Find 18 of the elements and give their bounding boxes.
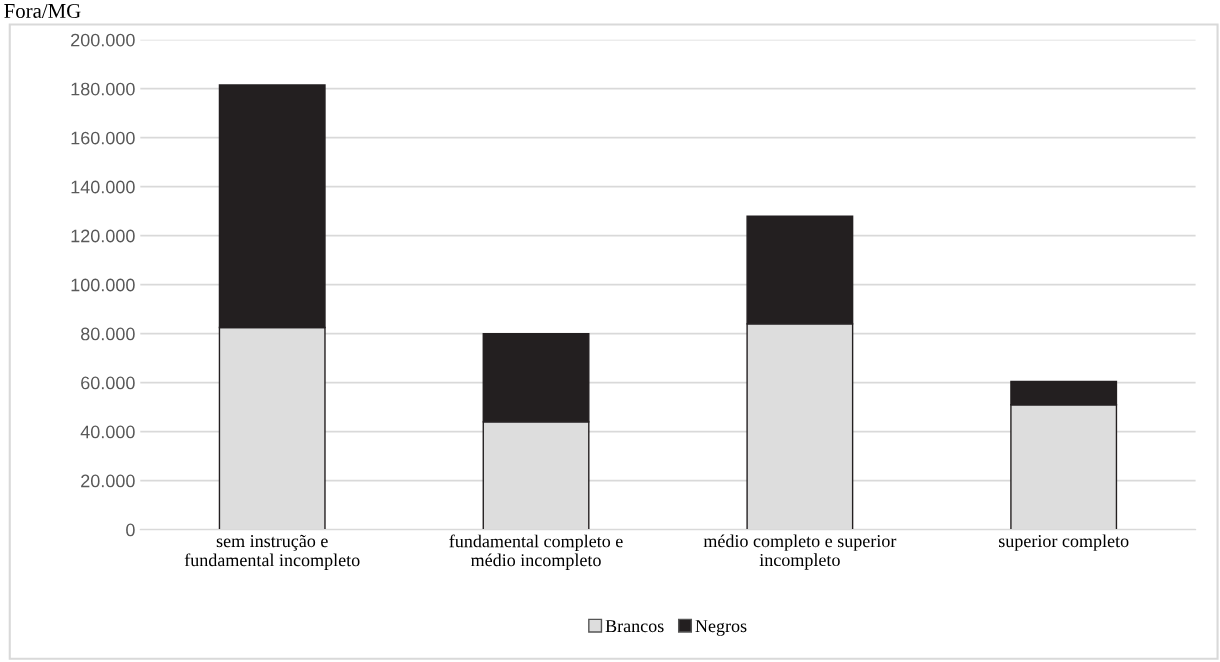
y-tick-label: 0 xyxy=(126,523,135,537)
y-tick-label: 20.000 xyxy=(81,474,135,488)
y-tick-label: 160.000 xyxy=(71,131,135,145)
x-tick-label: sem instrução e fundamental incompleto xyxy=(184,534,360,570)
y-tick-label: 40.000 xyxy=(80,425,135,439)
legend-label: Negros xyxy=(695,620,747,636)
y-tick-label: 180.000 xyxy=(71,82,135,96)
y-tick-label: 200.000 xyxy=(71,33,135,47)
y-tick-label: 100.000 xyxy=(71,278,135,292)
x-tick-label: fundamental completo e médio incompleto xyxy=(449,534,623,570)
x-tick-label: médio completo e superior incompleto xyxy=(703,534,897,570)
y-tick-label: 60.000 xyxy=(81,376,135,390)
chart-title: Fora/MG xyxy=(4,3,81,18)
x-tick-label: superior completo xyxy=(998,534,1129,551)
legend-label: Brancos xyxy=(605,620,664,633)
y-tick-label: 120.000 xyxy=(71,229,135,243)
y-tick-label: 140.000 xyxy=(71,180,135,194)
y-tick-label: 80.000 xyxy=(81,327,135,341)
